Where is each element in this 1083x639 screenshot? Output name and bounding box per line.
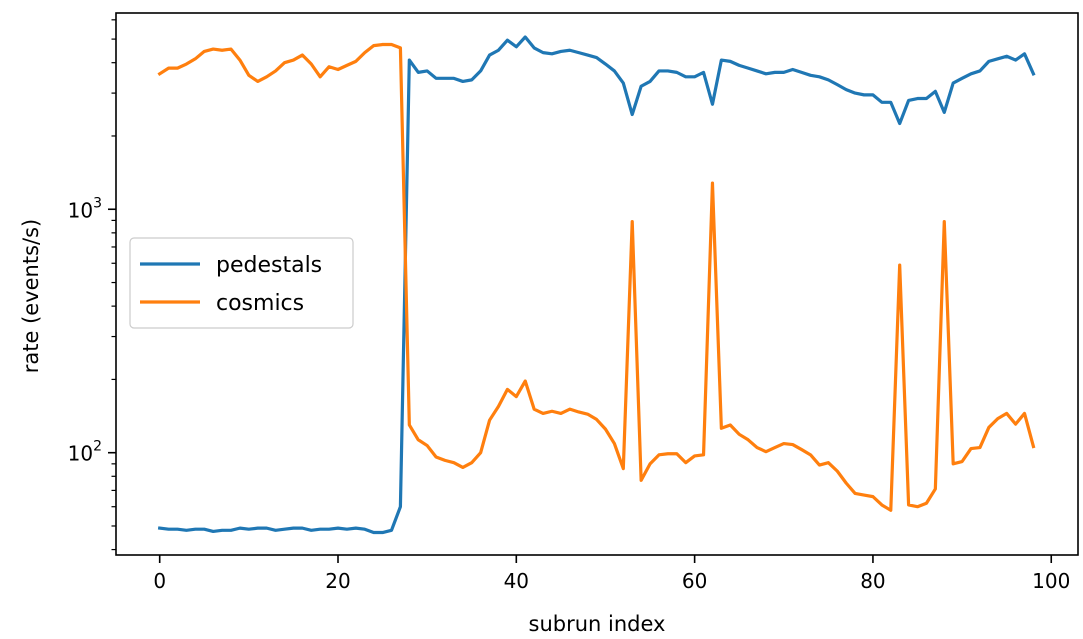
y-tick-base: 10 bbox=[68, 198, 93, 222]
y-tick-exponent: 2 bbox=[93, 439, 102, 455]
x-axis: 0 20 40 60 80 100 bbox=[153, 555, 1070, 593]
x-tick-label: 60 bbox=[682, 569, 707, 593]
x-axis-label: subrun index bbox=[529, 612, 666, 636]
legend-box bbox=[129, 237, 354, 329]
x-tick-label: 100 bbox=[1032, 569, 1070, 593]
y-tick-label: 103 bbox=[68, 195, 102, 222]
x-tick-label: 80 bbox=[860, 569, 885, 593]
series-line-cosmics bbox=[157, 42, 1036, 512]
legend: pedestals cosmics bbox=[129, 237, 354, 329]
series-line-pedestals bbox=[157, 35, 1036, 535]
legend-label-pedestals: pedestals bbox=[216, 253, 322, 278]
x-tick-label: 0 bbox=[153, 569, 166, 593]
series-layer bbox=[157, 35, 1036, 535]
x-tick-label: 20 bbox=[325, 569, 350, 593]
legend-label-cosmics: cosmics bbox=[216, 291, 304, 316]
x-tick-label: 40 bbox=[504, 569, 529, 593]
y-tick-base: 10 bbox=[68, 442, 93, 466]
y-axis-label: rate (events/s) bbox=[19, 219, 43, 374]
y-tick-exponent: 3 bbox=[93, 195, 102, 211]
y-tick-label: 102 bbox=[68, 439, 102, 466]
